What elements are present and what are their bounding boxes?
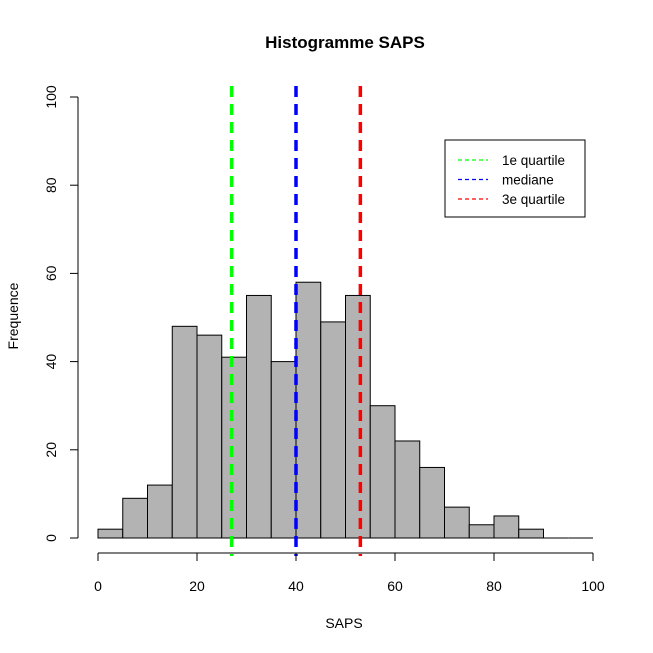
y-axis-label: Frequence bbox=[5, 282, 21, 349]
histogram-bar-11 bbox=[369, 405, 396, 539]
histogram-bar-14 bbox=[444, 506, 470, 539]
histogram-bar-5 bbox=[221, 356, 247, 539]
histogram-bar-17 bbox=[518, 528, 544, 539]
y-tick-label-2: 40 bbox=[43, 354, 59, 370]
x-tick-label-0: 0 bbox=[94, 578, 102, 594]
legend: 1e quartile mediane 3e quartile bbox=[444, 139, 586, 218]
histogram-bar-8 bbox=[295, 281, 322, 539]
x-tick-label-3: 60 bbox=[387, 578, 403, 594]
y-tick-label-0: 0 bbox=[43, 534, 59, 542]
histogram-bar-3 bbox=[171, 325, 198, 539]
bars-group bbox=[97, 281, 593, 539]
x-axis: 0 20 40 60 80 100 bbox=[94, 552, 605, 594]
y-tick-label-1: 20 bbox=[43, 442, 59, 458]
histogram-bar-12 bbox=[394, 440, 421, 539]
legend-label-0: 1e quartile bbox=[502, 153, 565, 168]
y-tick-label-3: 60 bbox=[43, 265, 59, 281]
x-tick-label-1: 20 bbox=[189, 578, 205, 594]
histogram-bar-2 bbox=[147, 484, 173, 539]
x-axis-label: SAPS bbox=[325, 615, 362, 631]
y-axis: 0 20 40 60 80 100 bbox=[43, 85, 79, 542]
histogram-bar-10 bbox=[345, 294, 371, 539]
reference-lines-group bbox=[229, 86, 363, 556]
histogram-bar-4 bbox=[196, 334, 223, 539]
histogram-bar-1 bbox=[122, 497, 148, 539]
legend-box bbox=[444, 139, 586, 218]
histogram-bar-16 bbox=[493, 515, 520, 539]
histogram-bar-15 bbox=[468, 524, 495, 539]
legend-label-1: mediane bbox=[502, 173, 554, 188]
histogram-bar-9 bbox=[320, 321, 346, 539]
histogram-bar-7 bbox=[270, 361, 297, 539]
x-tick-label-4: 80 bbox=[486, 578, 502, 594]
histogram-bar-13 bbox=[419, 466, 445, 539]
chart-title: Histogramme SAPS bbox=[265, 33, 425, 52]
legend-label-2: 3e quartile bbox=[502, 192, 565, 207]
x-tick-label-2: 40 bbox=[288, 578, 304, 594]
histogram-bar-0 bbox=[97, 528, 124, 539]
x-tick-label-5: 100 bbox=[581, 578, 605, 594]
histogram-bar-6 bbox=[246, 294, 272, 539]
y-tick-label-5: 100 bbox=[43, 85, 59, 109]
y-tick-label-4: 80 bbox=[43, 177, 59, 193]
